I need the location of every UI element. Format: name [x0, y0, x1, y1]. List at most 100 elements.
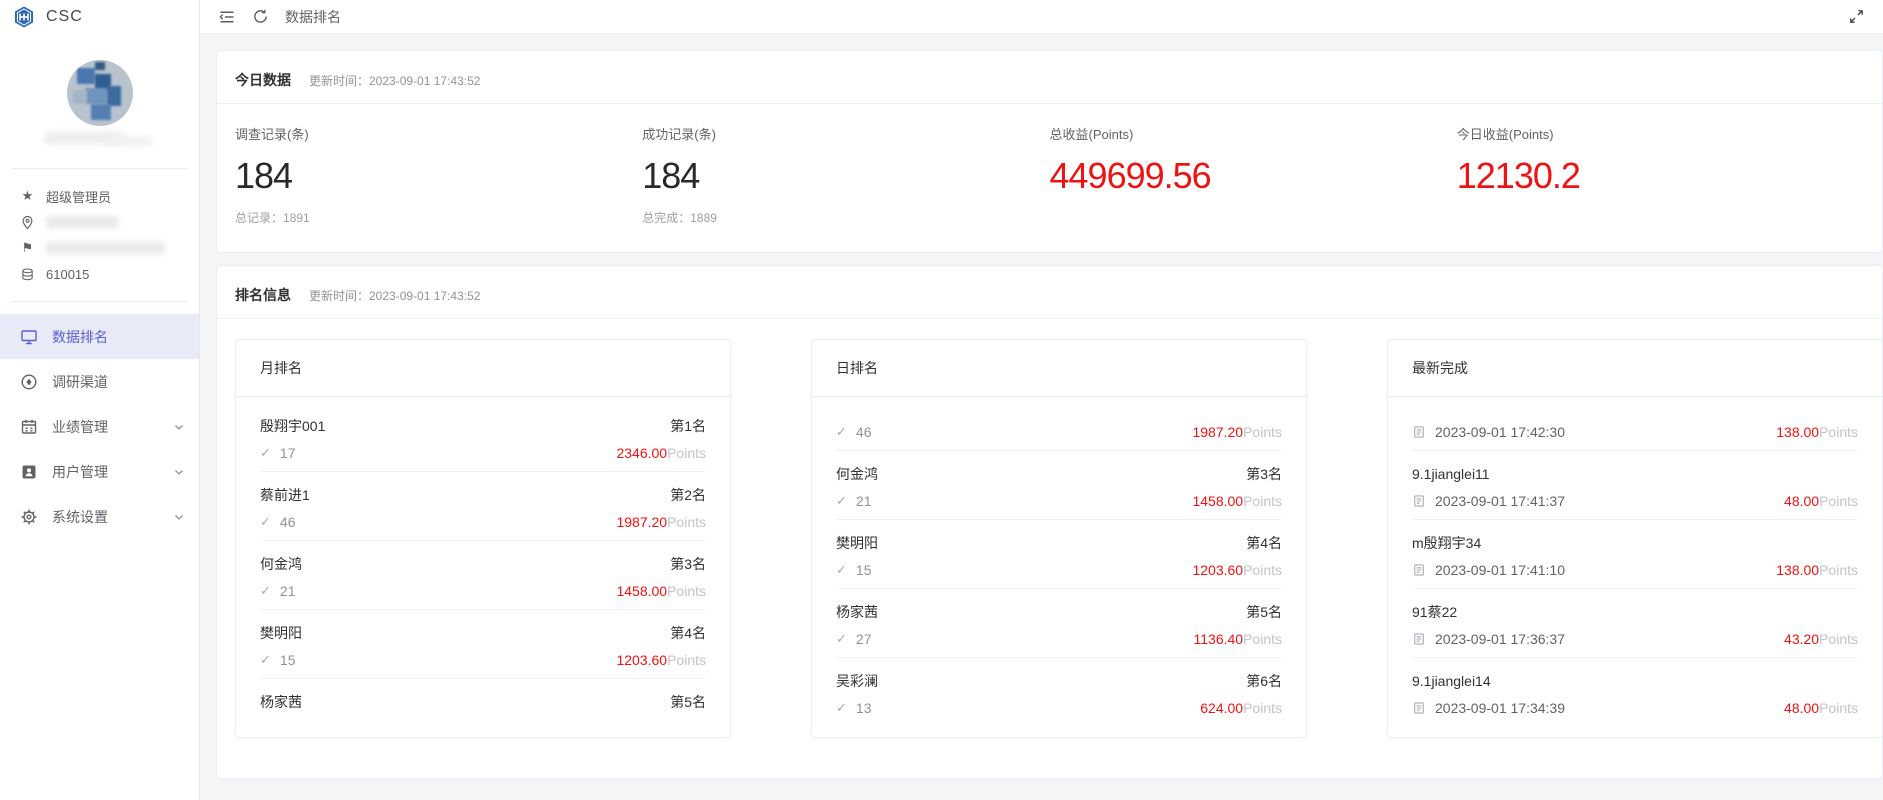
location-pin-icon: [22, 215, 33, 229]
latest-item: 9.1jianglei14 2023-09-01 17:34:39 48.00Poi…: [1412, 658, 1858, 726]
item-detail-row: ✓ 15 1203.60Points: [260, 649, 706, 670]
sidebar-item-data-ranking[interactable]: 数据排名: [0, 314, 199, 359]
stat-value: 184: [235, 155, 293, 196]
refresh-button[interactable]: [252, 8, 269, 25]
check-icon: ✓: [260, 651, 271, 667]
stat-subtext: [1457, 209, 1864, 223]
item-name-row: 91蔡22: [1412, 601, 1858, 622]
item-rank: 第6名: [1246, 672, 1282, 689]
item-rank: 第4名: [670, 624, 706, 641]
sidebar-collapse-button[interactable]: [218, 8, 236, 26]
item-count: ✓ 21: [836, 492, 872, 509]
sidebar-divider: [12, 301, 187, 302]
rank-item: ✓ 46 1987.20Points: [836, 403, 1282, 451]
breadcrumb: 数据排名: [285, 8, 341, 25]
card-title: 日排名: [812, 340, 1306, 397]
item-name-row: 何金鸿 第3名: [836, 463, 1282, 484]
fullscreen-button[interactable]: [1848, 8, 1865, 25]
today-stats: 调查记录(条) 184 总记录：1891 成功记录(条) 184 总完成：188…: [217, 104, 1882, 252]
item-detail-row: ✓ 15 1203.60Points: [836, 559, 1282, 580]
chevron-down-icon: [175, 514, 183, 520]
item-count: ✓ 15: [260, 651, 296, 668]
stat-subtext: [1050, 209, 1457, 223]
stat-label: 今日收益(Points): [1456, 127, 1554, 142]
profile-location: [20, 209, 199, 235]
profile-role-label: 超级管理员: [46, 189, 112, 205]
check-icon: ✓: [260, 582, 271, 598]
calendar-icon: [21, 419, 37, 434]
item-detail-row: ✓ 21 1458.00Points: [836, 490, 1282, 511]
stat-survey-records: 调查记录(条) 184 总记录：1891: [235, 124, 642, 226]
rank-item: 樊明阳 第4名 ✓ 15 1203.60Points: [836, 520, 1282, 589]
sidebar-item-user-management[interactable]: 用户管理: [0, 449, 199, 494]
sidebar-item-performance[interactable]: 业绩管理: [0, 404, 199, 449]
item-time: 2023-09-01 17:41:10: [1412, 562, 1565, 578]
document-icon: [1414, 563, 1424, 576]
daily-ranking-list: ✓ 46 1987.20Points 何金鸿 第3名 ✓ 21 1458.00Points 樊明…: [812, 397, 1306, 737]
item-count: ✓ 27: [836, 630, 872, 647]
item-time: 2023-09-01 17:34:39: [1412, 700, 1565, 716]
item-name: 吴彩澜: [836, 672, 878, 689]
stat-label: 调查记录(条): [235, 127, 309, 142]
item-name: 樊明阳: [836, 534, 878, 551]
item-points: 138.00Points: [1776, 561, 1858, 578]
item-points: 138.00Points: [1776, 423, 1858, 440]
item-detail-row: 2023-09-01 17:41:37 48.00Points: [1412, 490, 1858, 511]
item-rank: 第3名: [1246, 465, 1282, 482]
item-points: 1203.60Points: [1192, 561, 1282, 578]
item-points: 48.00Points: [1784, 492, 1858, 509]
profile-role: ★ 超级管理员: [20, 183, 199, 209]
document-icon: [1414, 701, 1424, 714]
stat-value: 449699.56: [1049, 155, 1212, 196]
check-icon: ✓: [836, 492, 847, 508]
item-rank: 第5名: [1246, 603, 1282, 620]
item-count: ✓ 46: [260, 513, 296, 530]
updated-timestamp: 更新时间：2023-09-01 17:43:52: [309, 289, 481, 303]
sidebar-item-label: 业绩管理: [52, 418, 108, 435]
monitor-icon: [21, 329, 37, 344]
item-name: 91蔡22: [1412, 603, 1458, 620]
monthly-ranking-list: 殷翔宇001 第1名 ✓ 17 2346.00Points 蔡前进1 第2名 ✓ 46 1987.…: [236, 397, 730, 737]
today-panel-header: 今日数据 更新时间：2023-09-01 17:43:52: [217, 51, 1882, 104]
rank-item: 杨家茜 第5名: [260, 679, 706, 720]
check-icon: ✓: [836, 561, 847, 577]
logo-icon: [15, 6, 33, 28]
item-name-row: 9.1jianglei14: [1412, 670, 1858, 691]
sidebar-item-system-settings[interactable]: 系统设置: [0, 494, 199, 539]
item-detail-row: ✓ 46 1987.20Points: [836, 421, 1282, 442]
today-panel: 今日数据 更新时间：2023-09-01 17:43:52 调查记录(条) 18…: [216, 50, 1883, 253]
item-name: 何金鸿: [836, 465, 878, 482]
item-name: 樊明阳: [260, 624, 302, 641]
stat-today-points: 今日收益(Points) 12130.2: [1457, 124, 1864, 226]
item-count: ✓ 15: [836, 561, 872, 578]
channel-icon: [21, 373, 37, 390]
item-count: ✓ 13: [836, 699, 872, 716]
item-name: 杨家茜: [260, 693, 302, 710]
item-points: 2346.00Points: [616, 444, 706, 461]
item-detail-row: ✓ 13 624.00Points: [836, 697, 1282, 718]
latest-item: 91蔡22 2023-09-01 17:36:37 43.20Points: [1412, 589, 1858, 658]
item-time: 2023-09-01 17:41:37: [1412, 493, 1565, 509]
item-count: ✓ 21: [260, 582, 296, 599]
item-name: 蔡前进1: [260, 486, 310, 503]
rank-item: 樊明阳 第4名 ✓ 15 1203.60Points: [260, 610, 706, 679]
check-icon: ✓: [260, 513, 271, 529]
gear-icon: [21, 509, 37, 524]
logo[interactable]: CSC: [0, 0, 199, 34]
check-icon: ✓: [836, 423, 847, 439]
latest-completed-list: 2023-09-01 17:42:30 138.00Points 9.1jiangl…: [1388, 397, 1882, 737]
item-detail-row: ✓ 17 2346.00Points: [260, 442, 706, 463]
latest-item: 9.1jianglei11 2023-09-01 17:41:37 48.00Poi…: [1412, 451, 1858, 520]
profile-id-value: 610015: [46, 266, 90, 282]
item-name-row: 樊明阳 第4名: [260, 622, 706, 643]
item-rank: 第4名: [1246, 534, 1282, 551]
sidebar-divider: [12, 168, 187, 169]
monthly-ranking-card: 月排名 殷翔宇001 第1名 ✓ 17 2346.00Points 蔡前进1 第2名 ✓ 46 1…: [235, 339, 731, 738]
item-detail-row: 2023-09-01 17:34:39 48.00Points: [1412, 697, 1858, 718]
refresh-icon: [254, 9, 267, 23]
item-name: 殷翔宇001: [260, 417, 326, 434]
menu-fold-icon: [219, 10, 234, 23]
sidebar-item-survey-channel[interactable]: 调研渠道: [0, 359, 199, 404]
updated-timestamp: 更新时间：2023-09-01 17:43:52: [309, 74, 481, 88]
stat-value: 12130.2: [1456, 155, 1581, 196]
